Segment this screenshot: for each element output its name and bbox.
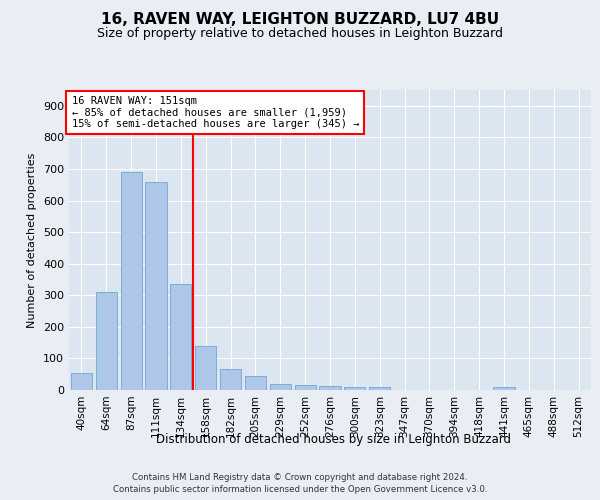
Text: Contains HM Land Registry data © Crown copyright and database right 2024.: Contains HM Land Registry data © Crown c…: [132, 472, 468, 482]
Bar: [245, 376, 266, 390]
Text: Distribution of detached houses by size in Leighton Buzzard: Distribution of detached houses by size …: [155, 432, 511, 446]
Bar: [344, 387, 365, 390]
Bar: [170, 284, 191, 390]
Bar: [121, 172, 142, 390]
Y-axis label: Number of detached properties: Number of detached properties: [28, 152, 37, 328]
Bar: [369, 387, 390, 390]
Bar: [220, 370, 241, 390]
Text: Contains public sector information licensed under the Open Government Licence v3: Contains public sector information licen…: [113, 485, 487, 494]
Bar: [493, 388, 515, 390]
Bar: [195, 346, 216, 390]
Bar: [270, 384, 291, 390]
Text: Size of property relative to detached houses in Leighton Buzzard: Size of property relative to detached ho…: [97, 28, 503, 40]
Bar: [96, 292, 117, 390]
Bar: [71, 372, 92, 390]
Bar: [319, 386, 341, 390]
Text: 16, RAVEN WAY, LEIGHTON BUZZARD, LU7 4BU: 16, RAVEN WAY, LEIGHTON BUZZARD, LU7 4BU: [101, 12, 499, 28]
Bar: [295, 386, 316, 390]
Bar: [145, 182, 167, 390]
Text: 16 RAVEN WAY: 151sqm
← 85% of detached houses are smaller (1,959)
15% of semi-de: 16 RAVEN WAY: 151sqm ← 85% of detached h…: [71, 96, 359, 129]
